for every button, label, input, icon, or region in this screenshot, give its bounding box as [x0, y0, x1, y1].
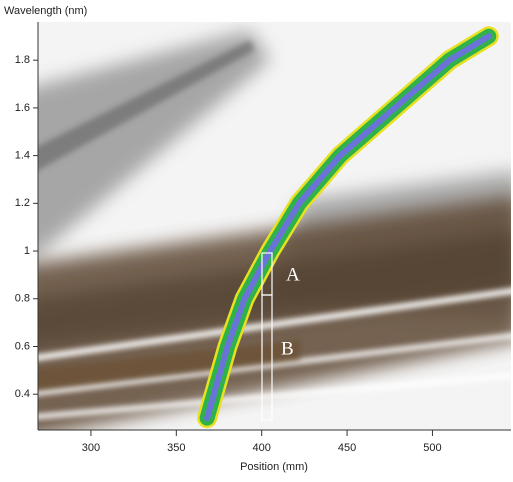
y-tick-label: 1.2	[15, 197, 30, 209]
annotation-box-b	[261, 294, 273, 421]
curve-core	[204, 33, 492, 422]
y-tick-label: 1.4	[15, 150, 30, 162]
y-tick-label: 1.6	[15, 102, 30, 114]
y-tick-label: 0.4	[15, 388, 30, 400]
curve-group	[197, 26, 499, 429]
y-tick-label: 1.8	[15, 54, 30, 66]
x-axis-label: Position (mm)	[240, 461, 308, 473]
x-tick-label: 500	[423, 442, 441, 454]
annotation: A	[286, 264, 300, 285]
y-tick-label: 1	[24, 245, 30, 257]
x-tick-label: 350	[167, 442, 185, 454]
annotation: B	[281, 338, 294, 359]
y-tick-label: 0.8	[15, 293, 30, 305]
background-intensity	[38, 22, 511, 430]
x-tick-label: 300	[82, 442, 100, 454]
x-tick-label: 400	[253, 442, 271, 454]
x-tick-label: 450	[338, 442, 356, 454]
y-axis-label: Wavelength (nm)	[4, 5, 87, 17]
y-tick-label: 0.6	[15, 340, 30, 352]
